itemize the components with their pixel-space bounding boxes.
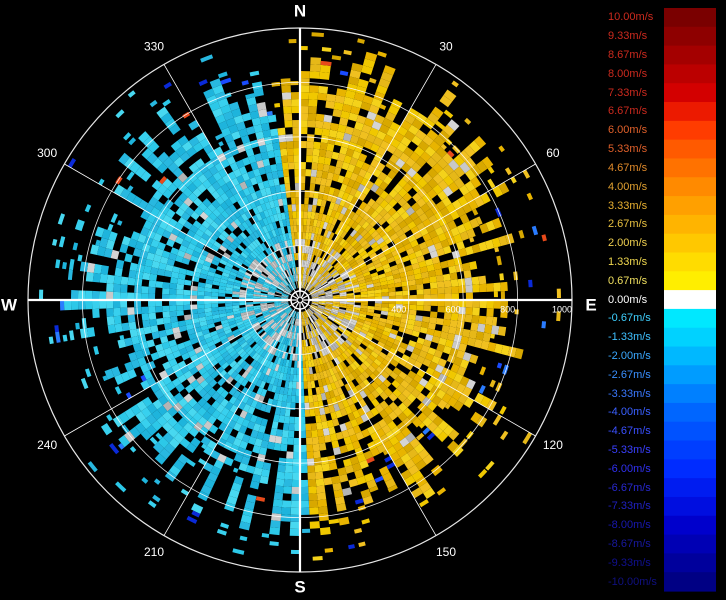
legend-swatch <box>664 26 716 47</box>
legend-label: -3.33m/s <box>608 387 651 400</box>
azimuth-spoke <box>64 299 301 437</box>
legend-label: -4.00m/s <box>608 406 651 419</box>
legend-swatch <box>664 214 716 235</box>
legend-label: 9.33m/s <box>608 30 648 43</box>
legend-label: -8.67m/s <box>608 538 651 550</box>
legend-swatch <box>664 421 716 442</box>
range-label-400: 400 <box>391 304 406 314</box>
legend-swatch <box>664 158 716 178</box>
compass-west-label: W <box>1 295 18 314</box>
legend-label: -10.00m/s <box>608 575 657 588</box>
legend-swatch <box>664 459 716 479</box>
velocity-data-layer <box>39 32 561 561</box>
azimuth-label-240: 240 <box>37 438 57 452</box>
legend-label: -1.33m/s <box>608 331 651 344</box>
legend-swatch <box>664 120 716 141</box>
legend-swatch <box>664 515 716 536</box>
legend-label: 0.00m/s <box>608 293 648 306</box>
legend-label: 1.33m/s <box>608 255 648 268</box>
azimuth-spoke <box>299 299 536 437</box>
azimuth-spoke <box>163 299 301 536</box>
polar-grid <box>27 27 573 573</box>
azimuth-label-60: 60 <box>546 146 560 160</box>
legend-swatch <box>664 196 716 216</box>
azimuth-spoke <box>299 64 437 301</box>
legend-swatch <box>664 534 716 554</box>
legend-label: -0.67m/s <box>608 312 651 325</box>
azimuth-label-210: 210 <box>144 545 164 559</box>
legend-swatch <box>664 402 716 423</box>
legend-label: -6.67m/s <box>608 481 651 494</box>
range-label-1000: 1000 <box>552 304 572 314</box>
legend-swatch <box>664 553 716 573</box>
legend-label: -9.33m/s <box>608 556 651 569</box>
legend-swatch <box>664 102 716 122</box>
range-label-600: 600 <box>446 304 461 314</box>
axis-labels: N S W E 30 60 120 150 210 240 300 330 400 600 800 1000 <box>1 1 597 596</box>
legend-label: -8.00m/s <box>608 519 651 532</box>
legend-label: 2.00m/s <box>608 237 648 250</box>
legend-label: 5.33m/s <box>608 143 648 155</box>
legend-swatch <box>664 139 716 160</box>
legend-swatch <box>664 8 716 28</box>
legend-label: 4.00m/s <box>608 180 648 193</box>
legend-swatch <box>664 478 716 498</box>
azimuth-spoke <box>299 299 437 536</box>
azimuth-label-30: 30 <box>439 39 453 53</box>
legend-label: 10.00m/s <box>608 11 654 24</box>
legend-label: 8.67m/s <box>608 49 648 61</box>
legend-swatch <box>664 252 716 272</box>
compass-east-label: E <box>585 295 596 314</box>
azimuth-label-330: 330 <box>144 39 164 53</box>
azimuth-label-120: 120 <box>543 438 563 452</box>
compass-north-label: N <box>294 1 306 20</box>
legend-swatch <box>664 233 716 254</box>
legend-label: 3.33m/s <box>608 199 648 212</box>
legend-label: -4.67m/s <box>608 425 651 438</box>
legend-swatch <box>664 440 716 460</box>
legend-swatch <box>664 365 716 385</box>
legend-label: 6.00m/s <box>608 124 648 137</box>
legend-swatch <box>664 45 716 66</box>
azimuth-label-300: 300 <box>37 146 57 160</box>
legend-label: -2.00m/s <box>608 349 651 362</box>
legend-swatch <box>664 327 716 348</box>
legend-swatch <box>664 290 716 310</box>
legend-label: 4.67m/s <box>608 161 648 174</box>
azimuth-spoke <box>64 163 301 301</box>
legend-label: 7.33m/s <box>608 86 648 99</box>
legend-label: -2.67m/s <box>608 368 651 381</box>
azimuth-spoke <box>299 163 536 301</box>
range-label-800: 800 <box>500 304 515 314</box>
legend-swatch <box>664 64 716 84</box>
legend-swatch <box>664 83 716 103</box>
legend-swatch <box>664 177 716 197</box>
legend-swatch <box>664 496 716 517</box>
legend-swatch <box>664 308 716 329</box>
legend-swatch <box>664 384 716 404</box>
azimuth-label-150: 150 <box>436 545 456 559</box>
legend-label: -7.33m/s <box>608 500 651 513</box>
legend-label: -6.00m/s <box>608 462 651 475</box>
legend-colorbar <box>664 8 716 592</box>
legend-swatch <box>664 271 716 291</box>
legend-label: 6.67m/s <box>608 105 648 118</box>
legend-swatch <box>664 346 716 366</box>
legend-swatch <box>664 572 716 592</box>
compass-south-label: S <box>294 577 305 596</box>
legend-label: 2.67m/s <box>608 218 648 231</box>
legend-label: -5.33m/s <box>608 444 651 456</box>
azimuth-spoke <box>163 64 301 301</box>
legend-label: 0.67m/s <box>608 274 648 287</box>
legend-label: 8.00m/s <box>608 67 648 80</box>
